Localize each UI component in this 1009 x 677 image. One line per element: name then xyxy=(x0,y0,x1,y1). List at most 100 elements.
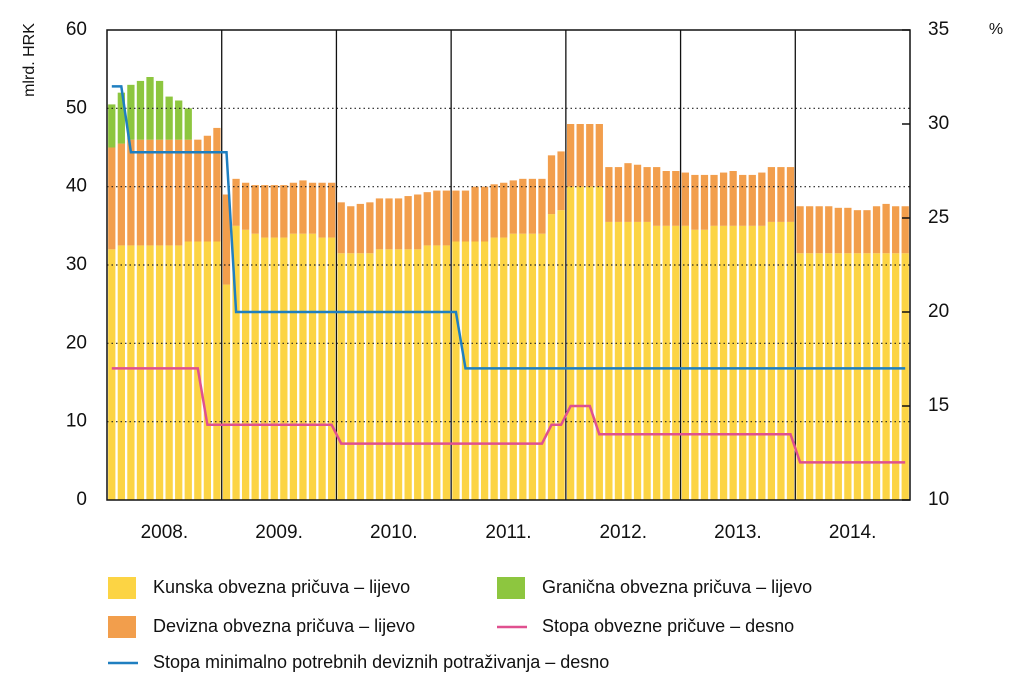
bar xyxy=(146,139,154,246)
bar xyxy=(356,253,364,500)
bar xyxy=(328,237,336,501)
bar xyxy=(251,185,259,234)
bar xyxy=(165,245,173,500)
bar xyxy=(605,167,613,222)
bar xyxy=(175,100,183,140)
bar xyxy=(442,190,450,246)
plot-frame xyxy=(106,29,911,501)
bar xyxy=(136,80,145,140)
bar xyxy=(433,245,441,500)
bar xyxy=(557,210,565,500)
bar xyxy=(653,225,661,501)
bar xyxy=(710,174,718,226)
bar xyxy=(213,127,221,242)
bar xyxy=(815,253,823,500)
bar xyxy=(261,185,269,238)
bar xyxy=(748,225,756,501)
bar xyxy=(500,182,508,238)
bar xyxy=(863,253,871,500)
bar xyxy=(289,233,298,500)
bar xyxy=(480,186,489,242)
bar xyxy=(844,207,852,254)
legend-swatch xyxy=(108,616,136,638)
bar xyxy=(155,245,164,500)
bar xyxy=(442,245,450,500)
bar xyxy=(433,190,441,246)
bar xyxy=(805,206,814,254)
bar xyxy=(739,174,747,226)
bar xyxy=(366,253,374,500)
bar xyxy=(805,253,814,500)
bar xyxy=(270,185,278,238)
bar xyxy=(414,249,422,500)
legend-label: Stopa obvezne pričuve – desno xyxy=(542,616,794,636)
bar xyxy=(853,210,862,254)
bar xyxy=(767,167,776,222)
bar xyxy=(471,241,479,500)
y2-tick-label: 15 xyxy=(928,395,949,416)
bar xyxy=(672,225,680,501)
bar xyxy=(270,237,278,501)
bar xyxy=(844,253,852,500)
bar xyxy=(777,167,785,222)
bar xyxy=(538,178,546,234)
bar xyxy=(595,186,603,500)
bar xyxy=(777,221,785,500)
bar xyxy=(203,241,212,500)
bar xyxy=(882,203,890,254)
bar xyxy=(691,229,699,500)
legend-swatch xyxy=(108,577,136,599)
bar xyxy=(633,164,642,222)
bar xyxy=(337,253,345,500)
bar xyxy=(528,233,537,500)
bar xyxy=(222,194,231,285)
bar xyxy=(872,206,881,254)
bar xyxy=(165,96,173,140)
bar xyxy=(719,225,728,501)
bar xyxy=(538,233,546,500)
bar xyxy=(404,196,412,250)
bar xyxy=(175,245,183,500)
bar xyxy=(528,178,537,234)
line xyxy=(111,85,906,370)
bar xyxy=(586,124,594,187)
bar xyxy=(385,249,393,500)
bar xyxy=(280,185,288,238)
bar xyxy=(901,206,909,254)
bar xyxy=(643,221,651,500)
y-tick-label: 30 xyxy=(66,254,87,275)
bar xyxy=(834,207,842,254)
bar xyxy=(232,225,240,501)
bar xyxy=(509,233,517,500)
bar xyxy=(796,206,804,254)
bar xyxy=(700,174,709,230)
bar xyxy=(547,155,556,215)
bar xyxy=(155,139,164,246)
bar xyxy=(108,147,116,250)
x-tick-label: 2013. xyxy=(714,522,762,543)
bar xyxy=(614,167,623,222)
bar xyxy=(729,171,737,226)
bar xyxy=(452,241,460,500)
bar xyxy=(423,245,431,500)
bar xyxy=(155,80,164,140)
bar xyxy=(853,253,862,500)
bar xyxy=(318,237,326,501)
bar xyxy=(681,172,689,226)
bar xyxy=(423,192,431,246)
bar xyxy=(786,167,795,222)
bar xyxy=(127,84,135,140)
bar xyxy=(557,151,565,211)
bar xyxy=(108,104,116,148)
bar xyxy=(394,198,403,250)
y2-tick-label: 25 xyxy=(928,207,949,228)
x-tick-label: 2011. xyxy=(485,522,531,543)
y-tick-label: 60 xyxy=(66,19,87,40)
bar xyxy=(672,171,680,226)
bar xyxy=(328,182,336,238)
bar xyxy=(719,172,728,226)
bar xyxy=(567,124,575,187)
legend-label: Stopa minimalno potrebnih deviznih potra… xyxy=(153,652,609,672)
legend-label: Kunska obvezna pričuva – lijevo xyxy=(153,577,410,597)
